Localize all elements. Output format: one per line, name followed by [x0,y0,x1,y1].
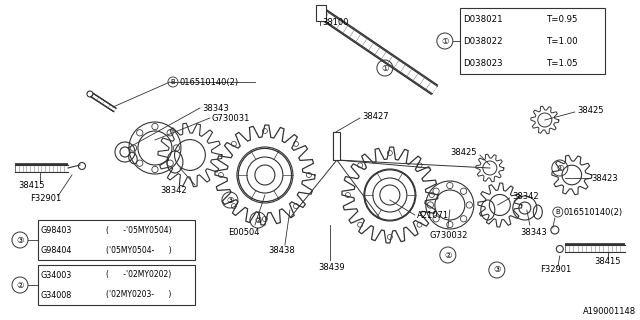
Text: A21071: A21071 [417,211,449,220]
Text: T=1.05: T=1.05 [547,59,579,68]
FancyBboxPatch shape [316,5,326,21]
FancyBboxPatch shape [460,8,605,74]
Text: 38415: 38415 [595,258,621,267]
Text: 38425: 38425 [577,106,604,115]
Text: (      -'05MY0504): ( -'05MY0504) [106,226,172,235]
Text: B: B [556,209,560,215]
Text: A190001148: A190001148 [582,307,636,316]
Text: ('02MY0203-      ): ('02MY0203- ) [106,291,172,300]
Text: D038022: D038022 [463,36,502,45]
Text: ①: ① [381,63,388,73]
Text: T=1.00: T=1.00 [547,36,579,45]
Text: G98404: G98404 [41,245,72,254]
Text: B: B [171,79,175,85]
Text: ②: ② [254,215,262,225]
Text: 016510140(2): 016510140(2) [180,77,239,86]
Text: 38438: 38438 [268,245,294,254]
Text: 38342: 38342 [512,191,538,201]
Text: ③: ③ [226,196,234,204]
Text: ③: ③ [16,236,24,244]
Text: 38343: 38343 [520,228,547,236]
Text: ②: ② [444,251,452,260]
Text: F32901: F32901 [540,266,571,275]
Text: ①: ① [556,164,564,172]
Text: T=0.95: T=0.95 [547,14,579,23]
Text: 38423: 38423 [592,173,618,182]
Text: ③: ③ [493,266,500,275]
Text: 016510140(2): 016510140(2) [564,207,623,217]
Text: 38343: 38343 [202,103,228,113]
Text: ①: ① [441,36,449,45]
Text: F32901: F32901 [30,194,61,203]
Text: 38427: 38427 [362,111,388,121]
Text: 38100: 38100 [322,18,348,27]
Text: G34008: G34008 [41,291,72,300]
Text: D038021: D038021 [463,14,502,23]
FancyBboxPatch shape [333,132,340,160]
FancyBboxPatch shape [38,265,195,305]
Text: ('05MY0504-      ): ('05MY0504- ) [106,245,172,254]
Text: G34003: G34003 [41,270,72,279]
Text: G730032: G730032 [430,230,468,239]
Text: 38439: 38439 [318,262,344,271]
FancyBboxPatch shape [38,220,195,260]
Text: 38342: 38342 [160,186,187,195]
Text: G98403: G98403 [41,226,72,235]
Text: E00504: E00504 [228,228,259,236]
Text: ②: ② [16,281,24,290]
Text: G730031: G730031 [212,114,250,123]
Text: 38425: 38425 [450,148,476,156]
Text: (      -'02MY0202): ( -'02MY0202) [106,270,172,279]
Text: 38415: 38415 [18,180,45,189]
Text: D038023: D038023 [463,59,502,68]
